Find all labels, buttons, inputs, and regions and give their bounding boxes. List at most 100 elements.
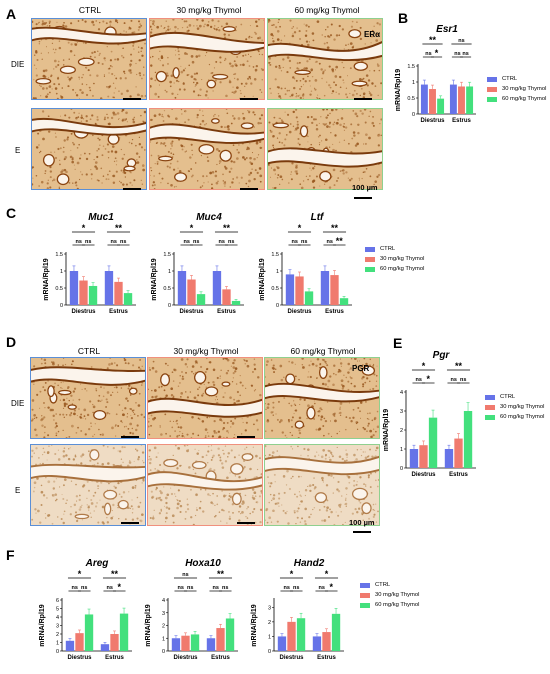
tissue-cell bbox=[125, 31, 127, 33]
tissue-cell bbox=[315, 128, 319, 131]
tissue-cell bbox=[101, 62, 104, 65]
tissue-cell bbox=[33, 481, 37, 485]
tissue-cell bbox=[123, 358, 127, 362]
tissue-cell bbox=[361, 112, 364, 115]
tissue-cell bbox=[121, 54, 123, 57]
micrograph-d-e-30 bbox=[147, 444, 263, 526]
tissue-cell bbox=[59, 399, 61, 401]
tissue-cell bbox=[228, 62, 232, 65]
tissue-cell bbox=[220, 455, 222, 457]
tissue-cell bbox=[362, 451, 364, 453]
tissue-cell bbox=[272, 414, 274, 416]
tissue-cell bbox=[230, 426, 232, 428]
tissue-cell bbox=[191, 149, 193, 151]
tissue-cell bbox=[364, 456, 368, 460]
tissue-cell bbox=[93, 158, 95, 161]
tissue-cell bbox=[308, 58, 311, 61]
tissue-cell bbox=[135, 144, 137, 147]
tissue-cell bbox=[133, 48, 135, 50]
tissue-cell bbox=[311, 180, 315, 184]
gland bbox=[89, 449, 100, 461]
tissue-cell bbox=[35, 512, 37, 514]
tissue-cell bbox=[290, 171, 293, 173]
tissue-cell bbox=[266, 419, 270, 423]
tissue-cell bbox=[321, 77, 323, 80]
tissue-cell bbox=[169, 85, 172, 88]
tissue-cell bbox=[375, 521, 377, 523]
tissue-cell bbox=[125, 118, 128, 120]
tissue-cell bbox=[223, 182, 227, 185]
tissue-cell bbox=[203, 25, 205, 28]
tissue-cell bbox=[70, 363, 73, 366]
tissue-cell bbox=[266, 360, 269, 363]
tissue-cell bbox=[299, 94, 301, 96]
tissue-cell bbox=[172, 454, 174, 456]
tissue-cell bbox=[231, 91, 234, 94]
tissue-cell bbox=[341, 387, 344, 390]
tissue-cell bbox=[191, 415, 194, 419]
tissue-cell bbox=[43, 451, 46, 454]
tissue-cell bbox=[90, 366, 93, 368]
tissue-cell bbox=[335, 373, 337, 376]
tissue-cell bbox=[335, 69, 337, 71]
tissue-cell bbox=[342, 384, 345, 388]
tissue-cell bbox=[112, 113, 116, 116]
tissue-cell bbox=[132, 364, 135, 367]
y-tick-label: 5 bbox=[56, 607, 59, 613]
tissue-cell bbox=[232, 377, 234, 379]
tissue-cell bbox=[253, 390, 256, 392]
legend-label: 30 mg/kg Thymol bbox=[500, 404, 545, 410]
tissue-cell bbox=[371, 82, 374, 85]
tissue-cell bbox=[370, 42, 372, 44]
tissue-cell bbox=[78, 178, 81, 181]
bar bbox=[312, 636, 322, 651]
tissue-cell bbox=[340, 117, 344, 120]
tissue-cell bbox=[325, 29, 327, 31]
tissue-cell bbox=[174, 430, 176, 432]
tissue-cell bbox=[340, 365, 342, 367]
tissue-cell bbox=[286, 510, 288, 512]
tissue-cell bbox=[237, 117, 241, 120]
tissue-cell bbox=[217, 26, 219, 29]
sig-label: ns bbox=[425, 51, 431, 57]
tissue-cell bbox=[260, 491, 262, 494]
tissue-cell bbox=[295, 109, 298, 111]
tissue-cell bbox=[142, 460, 144, 462]
tissue-cell bbox=[80, 171, 82, 173]
tissue-cell bbox=[73, 387, 77, 390]
tissue-cell bbox=[227, 456, 229, 458]
tissue-cell bbox=[338, 412, 340, 414]
tissue-cell bbox=[329, 458, 332, 462]
tissue-cell bbox=[104, 116, 106, 119]
tissue-cell bbox=[135, 62, 137, 65]
tissue-cell bbox=[210, 449, 213, 452]
tissue-cell bbox=[376, 63, 379, 65]
tissue-cell bbox=[366, 84, 369, 87]
tissue-cell bbox=[141, 513, 144, 516]
tissue-cell bbox=[351, 358, 353, 360]
tissue-cell bbox=[123, 426, 126, 428]
tissue-cell bbox=[224, 185, 226, 187]
legend-swatch bbox=[487, 76, 497, 82]
tissue-cell bbox=[78, 112, 80, 114]
tissue-cell bbox=[63, 146, 65, 149]
tissue-cell bbox=[67, 387, 69, 390]
tissue-cell bbox=[356, 428, 359, 430]
grid-a-title-30: 30 mg/kg Thymol bbox=[176, 5, 242, 15]
tissue-cell bbox=[150, 424, 153, 427]
tissue-cell bbox=[366, 185, 368, 187]
tissue-cell bbox=[98, 138, 101, 141]
tissue-cell bbox=[157, 452, 159, 454]
tissue-cell bbox=[215, 28, 218, 31]
tissue-cell bbox=[66, 397, 68, 399]
bar bbox=[454, 438, 463, 468]
tissue-cell bbox=[303, 520, 307, 523]
tissue-cell bbox=[63, 168, 67, 172]
tissue-cell bbox=[186, 358, 189, 361]
tissue-cell bbox=[225, 358, 228, 360]
tissue-cell bbox=[201, 19, 204, 22]
tissue-cell bbox=[210, 187, 214, 189]
tissue-cell bbox=[124, 362, 127, 365]
tissue-cell bbox=[152, 515, 154, 517]
tissue-cell bbox=[296, 67, 299, 70]
